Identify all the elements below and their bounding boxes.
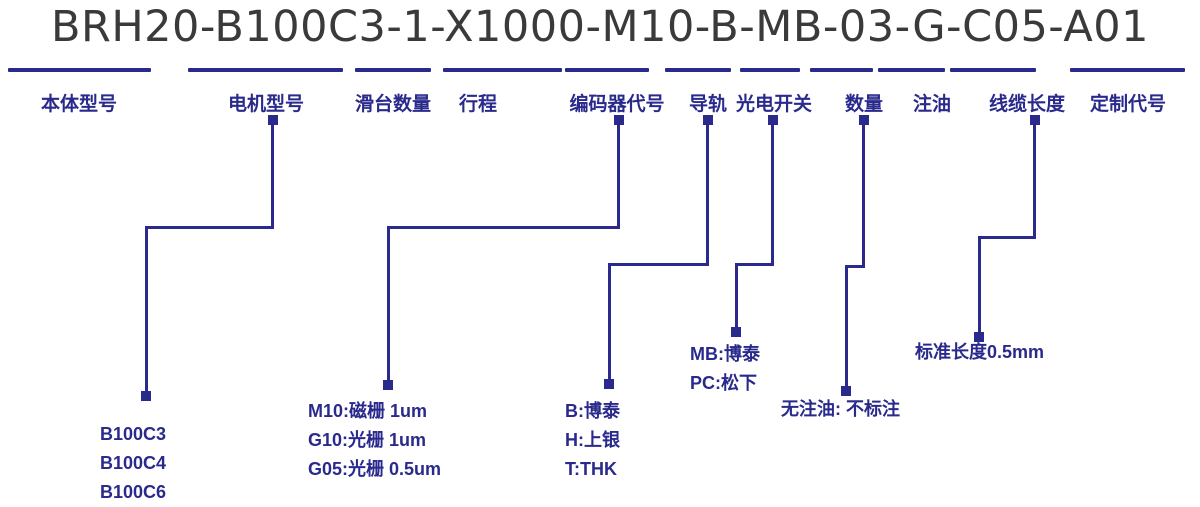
encoder-code-option-1: M10:磁栅 1um <box>308 401 428 421</box>
rule-stroke <box>443 68 562 72</box>
category-label-quantity: 数量 <box>844 94 883 115</box>
rule-guide-rail <box>665 68 731 72</box>
body-model-option-3: B100C6 <box>100 482 167 502</box>
category-label-slider-count: 滑台数量 <box>354 94 431 115</box>
encoder-code-option-3: G05:光栅 0.5um <box>308 459 442 479</box>
leader-node-end-body-model <box>141 391 151 401</box>
leader-seg-body-model-h1 <box>145 226 274 229</box>
leader-node-end-guide-rail <box>604 379 614 389</box>
category-label-photo-switch: 光电开关 <box>735 94 812 115</box>
rule-encoder-code <box>565 68 649 72</box>
leader-seg-body-model-v1 <box>271 120 274 228</box>
rule-cable-length <box>950 68 1036 72</box>
leader-seg-guide-v1 <box>706 120 709 265</box>
leader-seg-quantity-v2 <box>845 265 848 390</box>
rule-motor-model <box>188 68 343 72</box>
leader-node-end-cable-length <box>974 332 984 342</box>
guide-rail-option-1: B:博泰 <box>565 401 620 421</box>
leader-seg-encoder-v2 <box>387 226 390 384</box>
rule-photo-switch <box>740 68 800 72</box>
guide-rail-option-2: H:上银 <box>565 430 620 450</box>
body-model-options: B100C3 B100C4 B100C6 <box>100 420 166 507</box>
leader-seg-encoder-v1 <box>617 120 620 228</box>
rule-slider-count <box>355 68 431 72</box>
rule-body-model <box>8 68 151 72</box>
leader-seg-quantity-v1 <box>862 120 865 268</box>
leader-node-end-photo-switch <box>731 327 741 337</box>
leader-seg-body-model-v2 <box>145 226 148 395</box>
leader-seg-photo-v1 <box>771 120 774 265</box>
leader-seg-cable-h1 <box>978 236 1036 239</box>
encoder-code-options: M10:磁栅 1um G10:光栅 1um G05:光栅 0.5um <box>308 397 441 484</box>
category-label-encoder-code: 编码器代号 <box>569 94 665 115</box>
guide-rail-options: B:博泰 H:上银 T:THK <box>565 397 620 484</box>
category-label-body-model: 本体型号 <box>40 94 117 115</box>
category-label-guide-rail: 导轨 <box>688 94 727 115</box>
photo-switch-options: MB:博泰 PC:松下 <box>690 340 760 398</box>
oil-injection-options: 无注油: 不标注 <box>781 395 900 424</box>
rule-custom-code <box>1070 68 1185 72</box>
encoder-code-option-2: G10:光栅 1um <box>308 430 427 450</box>
category-label-stroke: 行程 <box>458 94 497 115</box>
cable-length-options: 标准长度0.5mm <box>915 338 1044 367</box>
category-label-cable-length: 线缆长度 <box>988 94 1065 115</box>
category-label-custom-code: 定制代号 <box>1089 94 1166 115</box>
leader-seg-cable-v2 <box>978 236 981 336</box>
leader-node-end-quantity <box>841 386 851 396</box>
oil-injection-option-1: 无注油: 不标注 <box>781 399 900 419</box>
model-code-title: BRH20-B100C3-1-X1000-M10-B-MB-03-G-C05-A… <box>50 2 1150 52</box>
rule-oil-injection <box>878 68 945 72</box>
cable-length-option-1: 标准长度0.5mm <box>915 342 1045 362</box>
body-model-option-2: B100C4 <box>100 453 167 473</box>
category-label-oil-injection: 注油 <box>912 94 951 115</box>
leader-seg-photo-h1 <box>735 263 774 266</box>
leader-node-end-encoder-code <box>383 380 393 390</box>
guide-rail-option-3: T:THK <box>565 459 617 479</box>
body-model-option-1: B100C3 <box>100 424 167 444</box>
leader-seg-encoder-h1 <box>387 226 620 229</box>
leader-seg-quantity-h1 <box>845 265 865 268</box>
photo-switch-option-1: MB:博泰 <box>690 344 760 364</box>
photo-switch-option-2: PC:松下 <box>690 373 757 393</box>
category-label-motor-model: 电机型号 <box>227 94 304 115</box>
rule-quantity <box>810 68 873 72</box>
leader-seg-photo-v2 <box>735 263 738 331</box>
leader-seg-cable-v1 <box>1033 120 1036 238</box>
leader-seg-guide-v2 <box>608 263 611 383</box>
leader-seg-guide-h1 <box>608 263 709 266</box>
